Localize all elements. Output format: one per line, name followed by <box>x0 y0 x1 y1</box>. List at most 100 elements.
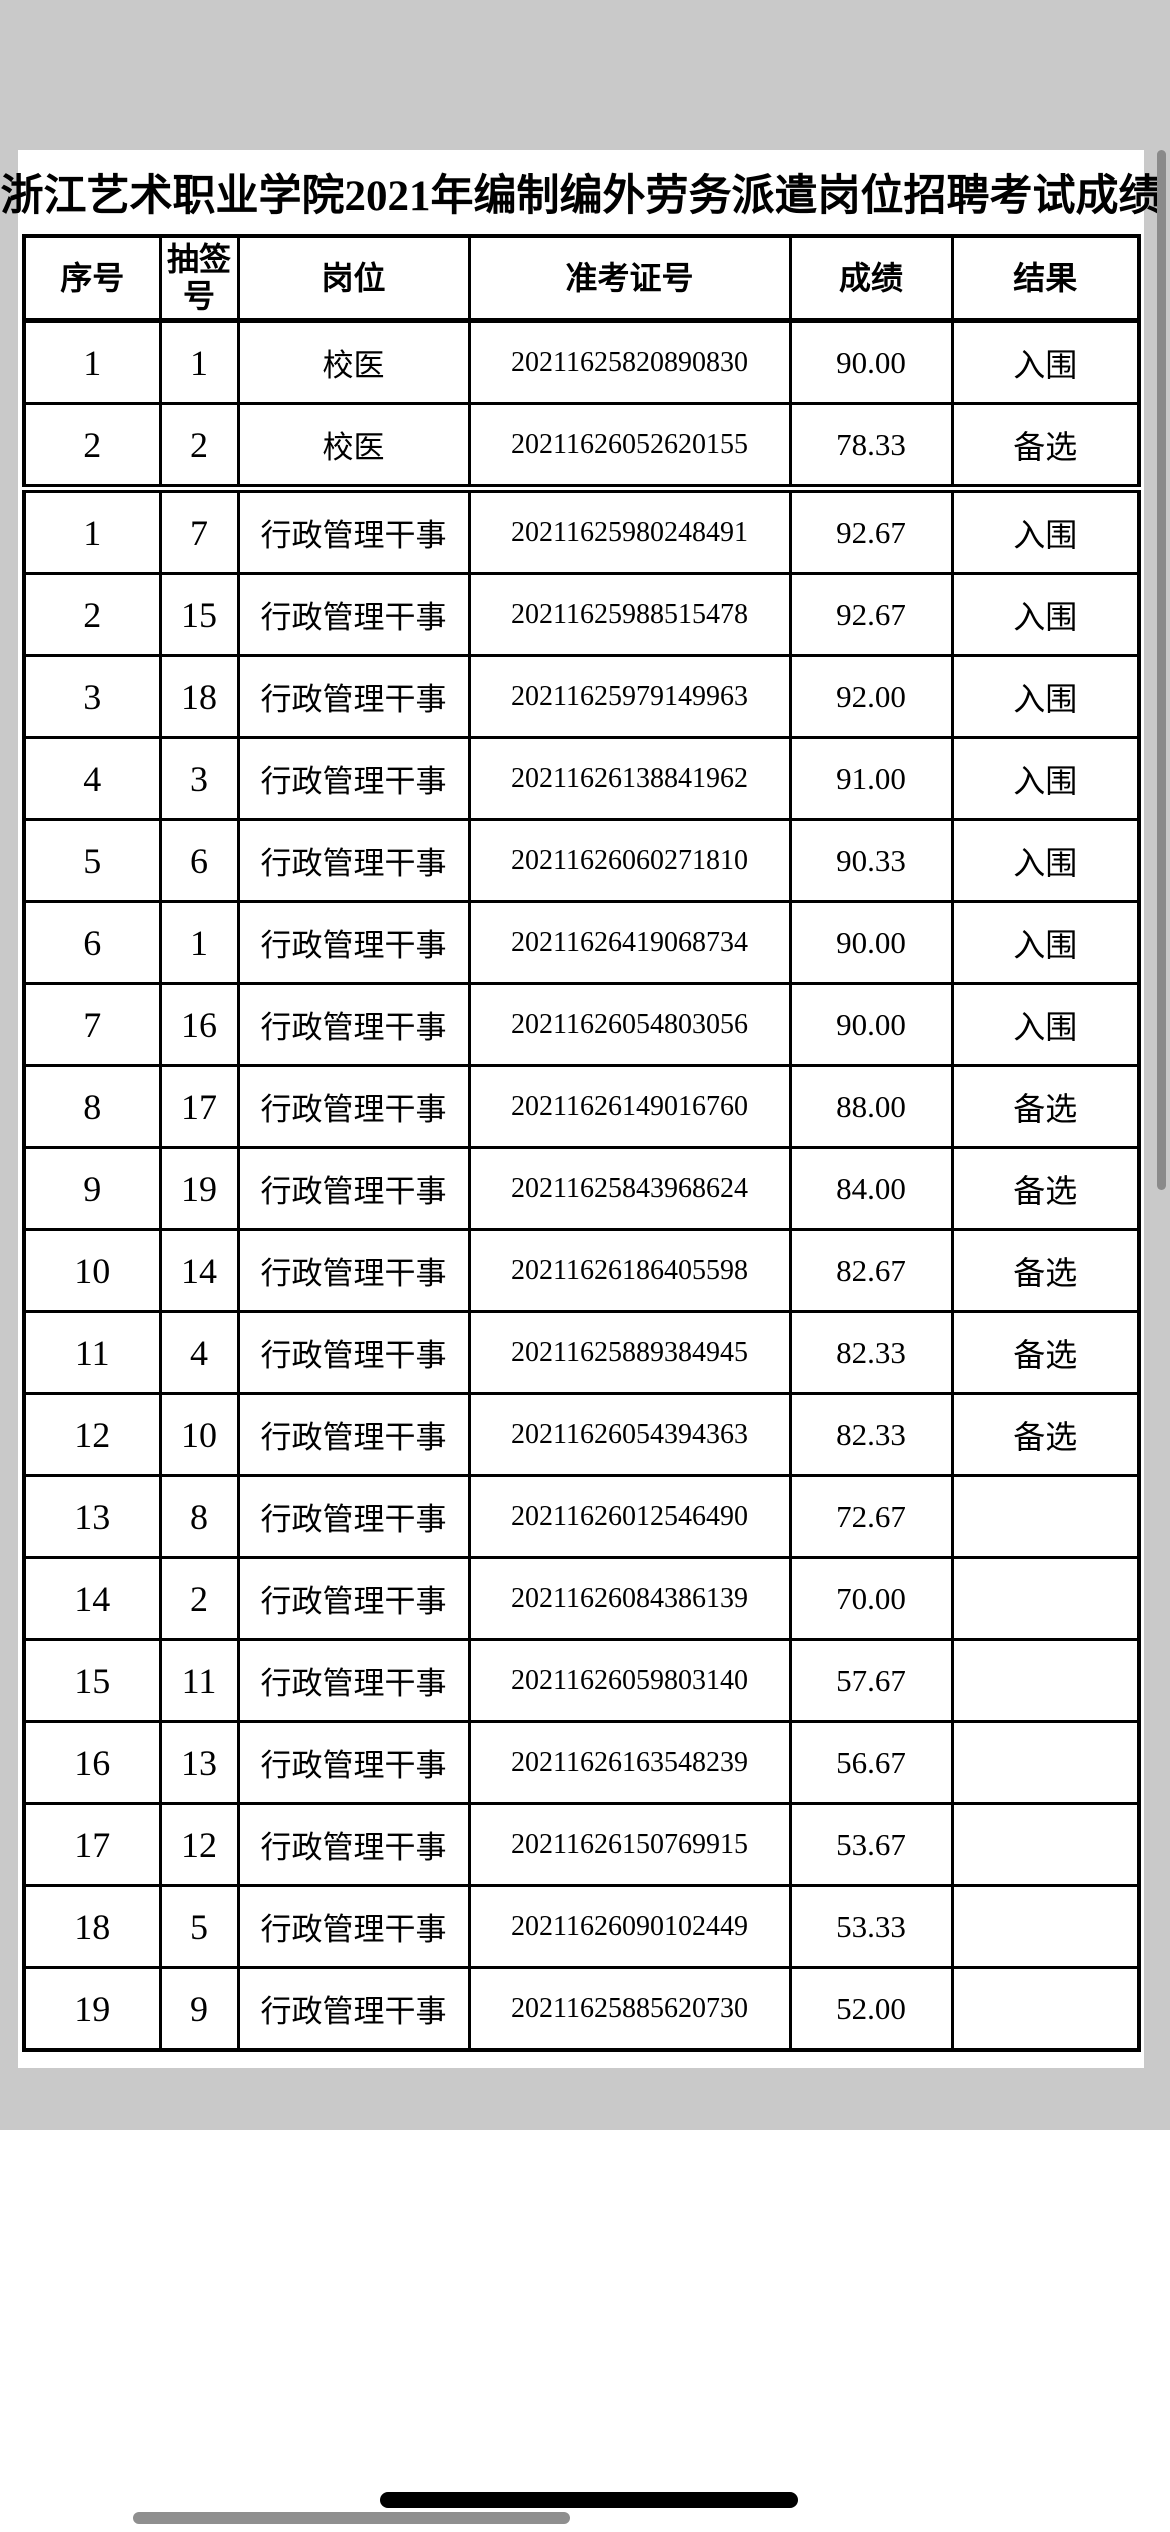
table-row: 19 9 行政管理干事 20211625885620730 52.00 <box>22 1966 1141 2052</box>
position-cell: 行政管理干事 <box>236 1556 471 1641</box>
ticket-cell: 20211625820890830 <box>467 319 792 405</box>
seq-cell: 9 <box>22 1146 162 1231</box>
ticket-cell: 20211625988515478 <box>467 572 792 657</box>
lottery-cell: 9 <box>158 1966 240 2052</box>
position-cell: 行政管理干事 <box>236 982 471 1067</box>
seq-cell: 11 <box>22 1310 162 1395</box>
ticket-cell: 20211626054803056 <box>467 982 792 1067</box>
score-cell: 53.67 <box>788 1802 954 1887</box>
ticket-cell: 20211625843968624 <box>467 1146 792 1231</box>
result-cell: 备选 <box>950 1310 1141 1395</box>
table-row: 6 1 行政管理干事 20211626419068734 90.00 入围 <box>22 900 1141 985</box>
lottery-cell: 2 <box>158 1556 240 1641</box>
seq-cell: 8 <box>22 1064 162 1149</box>
results-table: 序号 抽签号 岗位 准考证号 成绩 结果 1 1 校医 202116258208908… <box>22 234 1141 2052</box>
result-cell <box>950 1556 1141 1641</box>
table-row: 12 10 行政管理干事 20211626054394363 82.33 备选 <box>22 1392 1141 1477</box>
table-row: 2 2 校医 20211626052620155 78.33 备选 <box>22 402 1141 490</box>
lottery-cell: 16 <box>158 982 240 1067</box>
position-cell: 行政管理干事 <box>236 1802 471 1887</box>
seq-cell: 6 <box>22 900 162 985</box>
score-cell: 82.67 <box>788 1228 954 1313</box>
score-cell: 92.67 <box>788 484 954 575</box>
table-row: 5 6 行政管理干事 20211626060271810 90.33 入围 <box>22 818 1141 903</box>
seq-cell: 17 <box>22 1802 162 1887</box>
position-cell: 行政管理干事 <box>236 1720 471 1805</box>
position-cell: 校医 <box>236 319 471 405</box>
lottery-cell: 18 <box>158 654 240 739</box>
seq-cell: 15 <box>22 1638 162 1723</box>
result-cell: 入围 <box>950 319 1141 405</box>
position-cell: 行政管理干事 <box>236 572 471 657</box>
position-cell: 行政管理干事 <box>236 1146 471 1231</box>
result-cell: 备选 <box>950 402 1141 490</box>
table-row: 13 8 行政管理干事 20211626012546490 72.67 <box>22 1474 1141 1559</box>
ticket-cell: 20211626419068734 <box>467 900 792 985</box>
result-cell <box>950 1802 1141 1887</box>
result-cell <box>950 1474 1141 1559</box>
score-cell: 88.00 <box>788 1064 954 1149</box>
seq-cell: 3 <box>22 654 162 739</box>
result-cell: 入围 <box>950 900 1141 985</box>
position-cell: 行政管理干事 <box>236 736 471 821</box>
seq-cell: 14 <box>22 1556 162 1641</box>
result-cell: 入围 <box>950 484 1141 575</box>
score-cell: 53.33 <box>788 1884 954 1969</box>
result-cell: 入围 <box>950 572 1141 657</box>
lottery-cell: 19 <box>158 1146 240 1231</box>
position-cell: 行政管理干事 <box>236 1884 471 1969</box>
ticket-cell: 20211626138841962 <box>467 736 792 821</box>
result-cell: 入围 <box>950 736 1141 821</box>
ticket-cell: 20211625889384945 <box>467 1310 792 1395</box>
position-cell: 校医 <box>236 402 471 490</box>
lottery-cell: 15 <box>158 572 240 657</box>
home-indicator[interactable] <box>380 2492 798 2508</box>
document-page: 浙江艺术职业学院2021年编制编外劳务派遣岗位招聘考试成绩 序号 抽签号 岗位 … <box>0 150 1162 2068</box>
score-cell: 90.00 <box>788 982 954 1067</box>
result-cell: 备选 <box>950 1146 1141 1231</box>
seq-cell: 13 <box>22 1474 162 1559</box>
table-row: 10 14 行政管理干事 20211626186405598 82.67 备选 <box>22 1228 1141 1313</box>
seq-cell: 10 <box>22 1228 162 1313</box>
result-cell: 入围 <box>950 818 1141 903</box>
score-cell: 91.00 <box>788 736 954 821</box>
position-cell: 行政管理干事 <box>236 900 471 985</box>
ticket-cell: 20211625979149963 <box>467 654 792 739</box>
result-cell <box>950 1720 1141 1805</box>
ticket-cell: 20211626163548239 <box>467 1720 792 1805</box>
score-cell: 90.00 <box>788 900 954 985</box>
ticket-cell: 20211626090102449 <box>467 1884 792 1969</box>
seq-cell: 1 <box>22 484 162 575</box>
table-body: 1 1 校医 20211625820890830 90.00 入围 2 2 校医 20211626… <box>22 319 1141 2052</box>
document-title: 浙江艺术职业学院2021年编制编外劳务派遣岗位招聘考试成绩 <box>0 173 1162 220</box>
position-cell: 行政管理干事 <box>236 1966 471 2052</box>
ticket-cell: 20211626150769915 <box>467 1802 792 1887</box>
seq-cell: 2 <box>22 402 162 490</box>
ticket-cell: 20211626059803140 <box>467 1638 792 1723</box>
score-cell: 72.67 <box>788 1474 954 1559</box>
position-cell: 行政管理干事 <box>236 818 471 903</box>
ticket-cell: 20211626186405598 <box>467 1228 792 1313</box>
seq-cell: 12 <box>22 1392 162 1477</box>
ticket-cell: 20211626012546490 <box>467 1474 792 1559</box>
seq-cell: 1 <box>22 319 162 405</box>
ticket-cell: 20211626084386139 <box>467 1556 792 1641</box>
header-result: 结果 <box>950 234 1141 323</box>
table-row: 8 17 行政管理干事 20211626149016760 88.00 备选 <box>22 1064 1141 1149</box>
result-cell: 备选 <box>950 1228 1141 1313</box>
score-cell: 56.67 <box>788 1720 954 1805</box>
position-cell: 行政管理干事 <box>236 1064 471 1149</box>
table-row: 11 4 行政管理干事 20211625889384945 82.33 备选 <box>22 1310 1141 1395</box>
score-cell: 82.33 <box>788 1310 954 1395</box>
score-cell: 92.00 <box>788 654 954 739</box>
lottery-cell: 6 <box>158 818 240 903</box>
seq-cell: 19 <box>22 1966 162 2052</box>
vertical-scrollbar-thumb[interactable] <box>1157 150 1166 1190</box>
ticket-cell: 20211626054394363 <box>467 1392 792 1477</box>
table-row: 15 11 行政管理干事 20211626059803140 57.67 <box>22 1638 1141 1723</box>
table-row: 1 1 校医 20211625820890830 90.00 入围 <box>22 319 1141 405</box>
header-seq: 序号 <box>22 234 162 323</box>
horizontal-scrollbar-thumb[interactable] <box>133 2512 570 2524</box>
lottery-cell: 14 <box>158 1228 240 1313</box>
result-cell: 备选 <box>950 1064 1141 1149</box>
